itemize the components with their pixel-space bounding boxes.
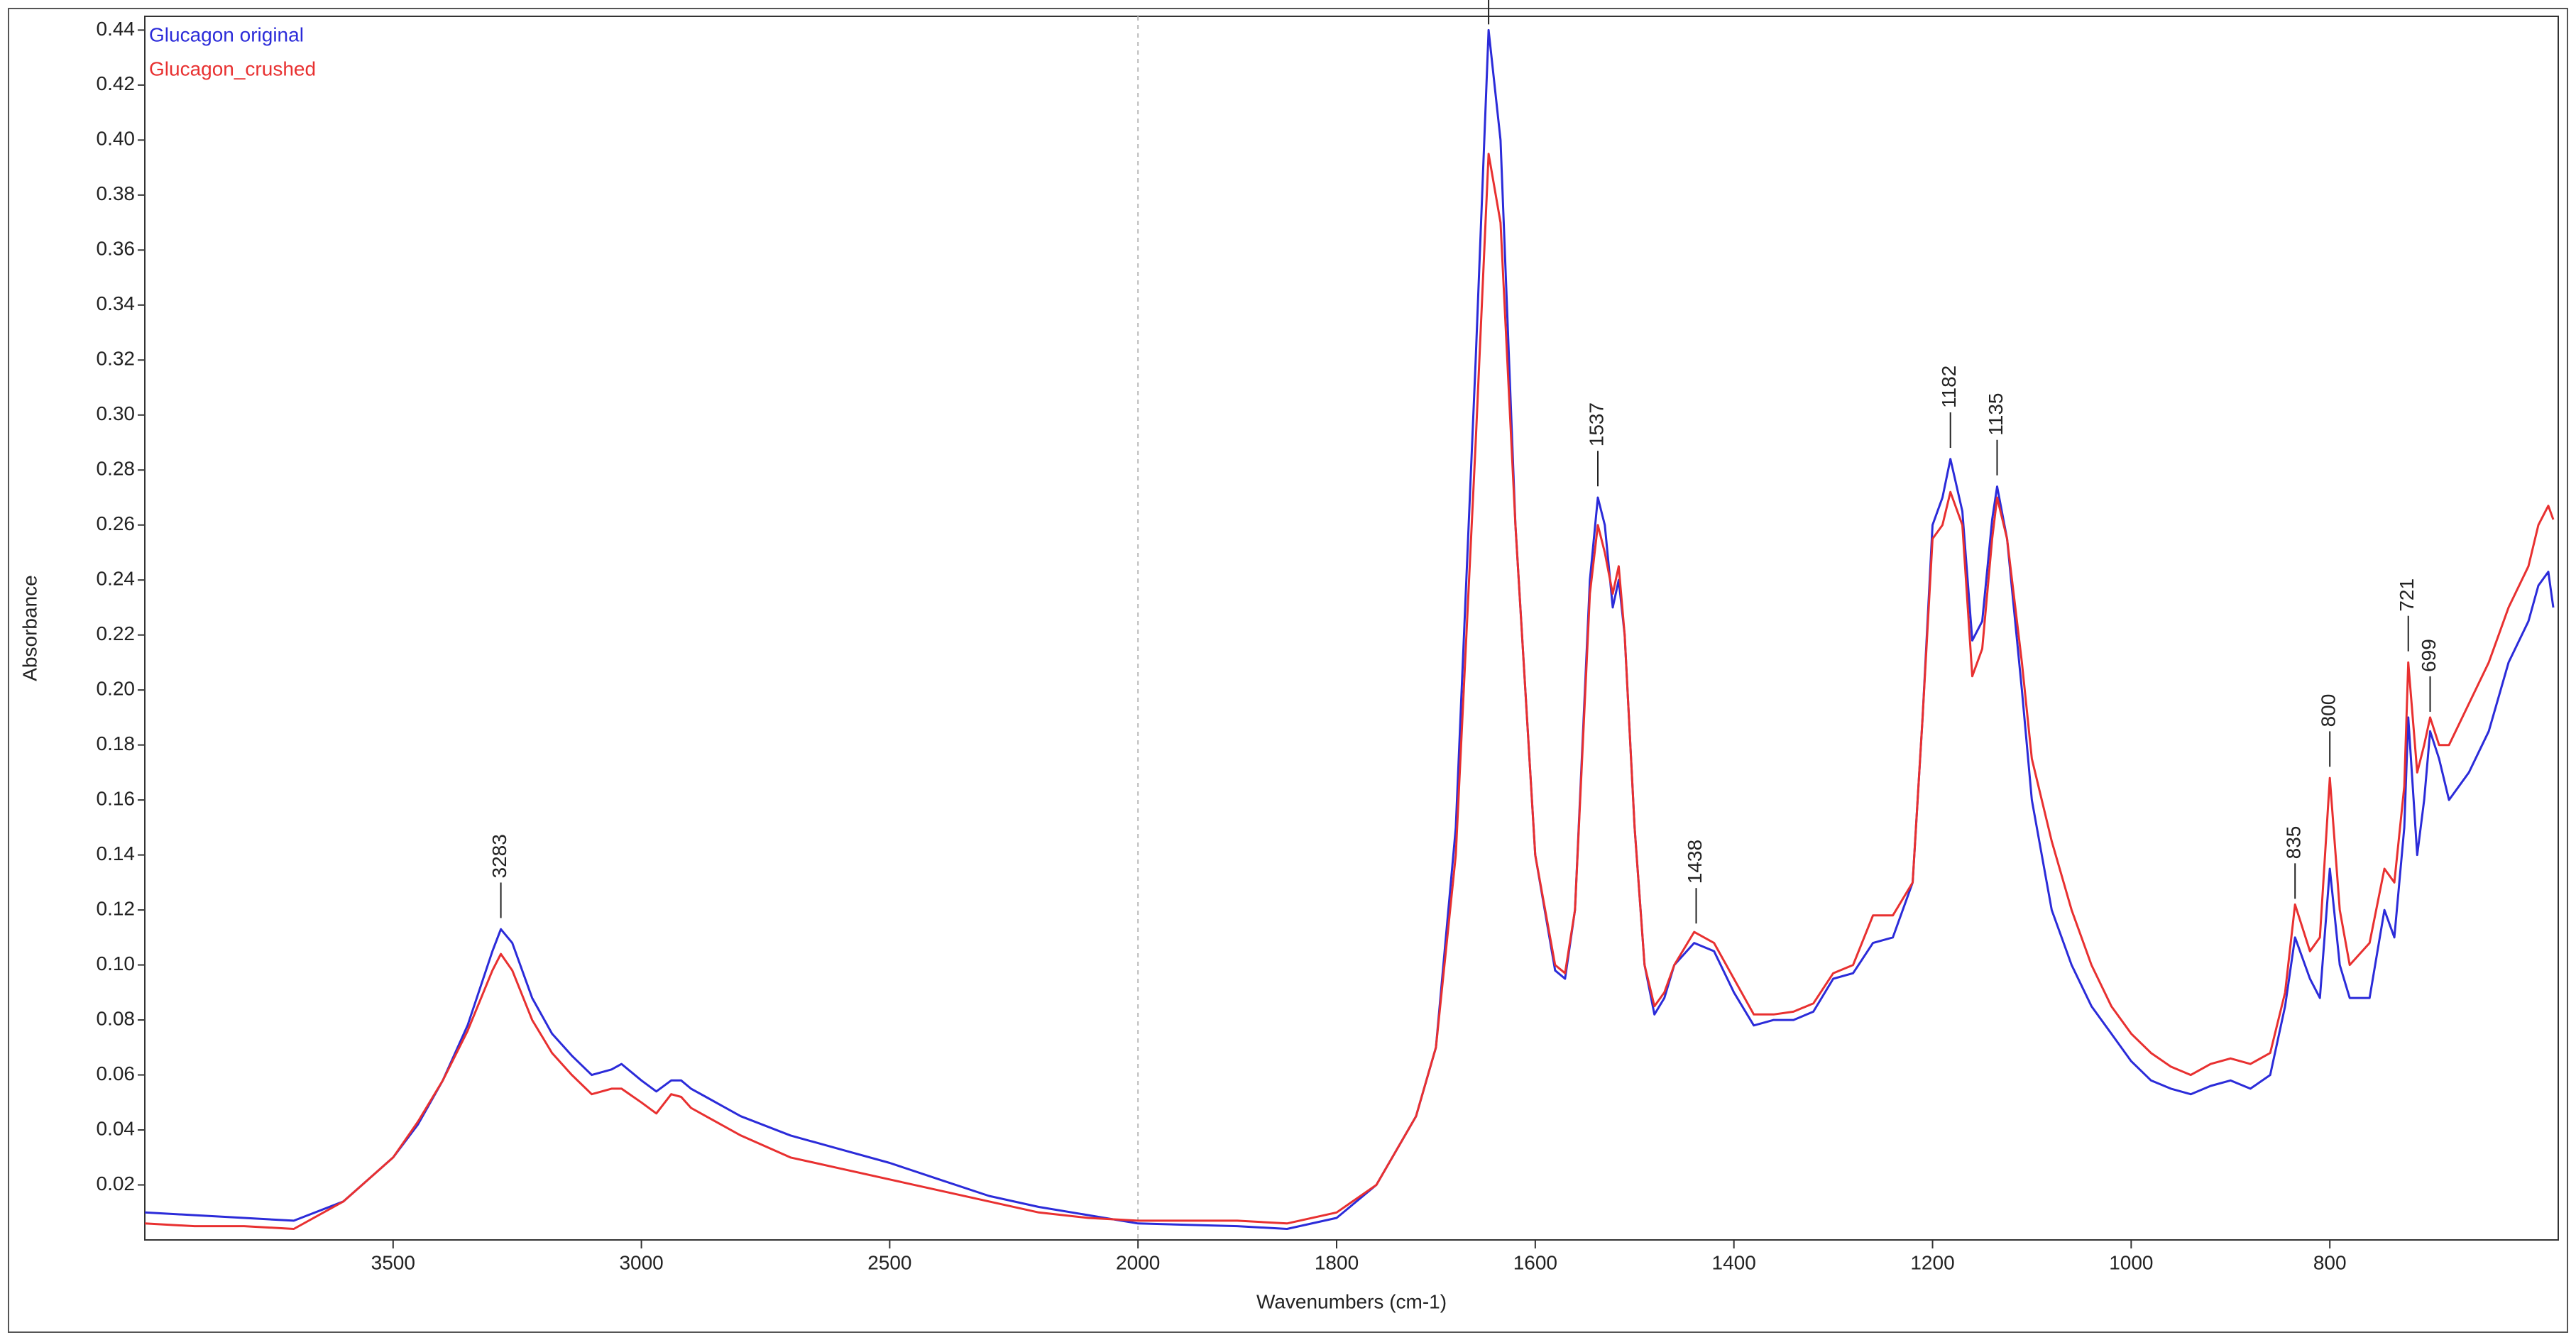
x-tick-label: 3500 [371,1251,415,1273]
y-tick-label: 0.44 [97,18,136,40]
x-axis-label: Wavenumbers (cm-1) [1256,1290,1447,1312]
x-tick-label: 2500 [867,1251,911,1273]
y-tick-label: 0.20 [97,678,136,700]
x-tick-label: 3000 [619,1251,663,1273]
peak-label: 835 [2283,826,2305,860]
y-tick-label: 0.16 [97,788,136,810]
frame [8,8,2568,1333]
y-tick-label: 0.14 [97,842,136,864]
peak-label: 699 [2418,639,2440,672]
y-tick-label: 0.04 [97,1117,136,1139]
y-tick-label: 0.32 [97,348,136,370]
y-tick-label: 0.10 [97,952,136,974]
peak-label: 721 [2396,578,2418,612]
x-tick-label: 1400 [1712,1251,1756,1273]
y-tick-label: 0.38 [97,182,136,204]
y-tick-label: 0.12 [97,897,136,919]
peak-label: 1438 [1684,840,1706,884]
y-tick-label: 0.02 [97,1172,136,1195]
y-tick-label: 0.08 [97,1007,136,1029]
y-tick-label: 0.18 [97,732,136,754]
peak-label: 1135 [1985,393,2007,436]
plot-area [144,16,2559,1241]
y-tick-label: 0.06 [97,1062,136,1084]
peak-label: 1537 [1585,402,1607,446]
y-tick-label: 0.34 [97,292,136,314]
legend-entry: Glucagon_crushed [149,57,316,79]
peak-label: 1182 [1938,366,1960,408]
y-tick-label: 0.42 [97,72,136,94]
y-tick-label: 0.30 [97,402,136,424]
y-axis-label: Absorbance [18,575,40,681]
x-tick-label: 2000 [1116,1251,1160,1273]
x-tick-label: 800 [2313,1251,2347,1273]
x-tick-label: 1200 [1910,1251,1954,1273]
y-tick-label: 0.22 [97,622,136,644]
spectrum-line [144,153,2555,1230]
peak-label: 800 [2318,694,2340,727]
y-tick-label: 0.24 [97,568,136,590]
y-tick-label: 0.26 [97,512,136,534]
peak-label: 3283 [488,834,510,878]
spectrum-line [144,28,2555,1230]
x-tick-label: 1800 [1315,1251,1359,1273]
x-tick-label: 1600 [1513,1251,1557,1273]
y-tick-label: 0.36 [97,238,136,260]
y-tick-label: 0.28 [97,458,136,480]
y-tick-label: 0.40 [97,128,136,150]
x-tick-label: 1000 [2109,1251,2153,1273]
legend-entry: Glucagon original [149,23,304,45]
